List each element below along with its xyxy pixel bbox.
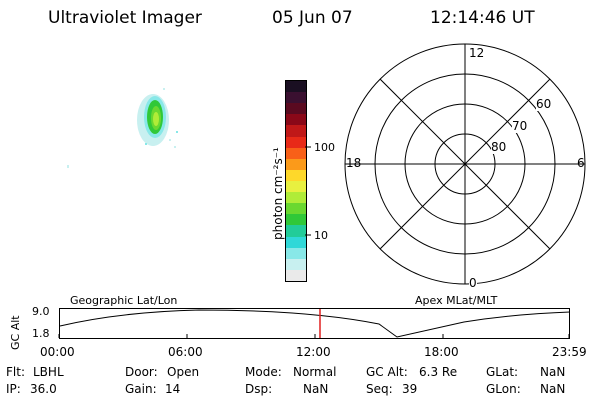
colorbar-segment [286, 236, 306, 248]
gain-value: 14 [165, 382, 181, 396]
colorbar [285, 80, 307, 282]
colorbar-segment [286, 225, 306, 237]
colorbar-segment [286, 203, 306, 215]
colorbar-segment [286, 114, 306, 126]
timeline-ytick-9: 9.0 [32, 305, 50, 318]
timeline-xtick-0000: 00:00 [40, 345, 75, 359]
colorbar-segment [286, 103, 306, 115]
colorbar-segment [286, 81, 306, 93]
door-label: Door: [125, 365, 158, 379]
glon-label: GLon: [486, 382, 521, 396]
colorbar-segment [286, 147, 306, 159]
timeline-plot [58, 308, 571, 339]
colorbar-tick-100: 100 [314, 141, 335, 154]
polar-ring-label-70: 70 [512, 119, 528, 133]
colorbar-segment [286, 214, 306, 226]
mode-value: Normal [293, 365, 337, 379]
dsp-value: NaN [303, 382, 329, 396]
gcalt-label: GC Alt: [366, 365, 408, 379]
dsp-label: Dsp: [245, 382, 273, 396]
colorbar-unit-label: photon cm⁻²s⁻¹ [271, 147, 285, 240]
seq-label: Seq: [366, 382, 393, 396]
timeline-ytick-1-8: 1.8 [32, 327, 50, 340]
polar-grid [344, 43, 586, 285]
image-time: 12:14:46 UT [430, 8, 535, 28]
polar-label-12: 12 [469, 46, 485, 60]
gcalt-value: 6.3 Re [419, 365, 458, 379]
image-date: 05 Jun 07 [272, 8, 353, 28]
colorbar-segment [286, 269, 306, 281]
colorbar-segment [286, 180, 306, 193]
app-title: Ultraviolet Imager [48, 8, 202, 28]
mode-label: Mode: [245, 365, 282, 379]
timeline-ylabel: GC Alt [9, 315, 22, 350]
polar-label-6: 6 [577, 156, 585, 170]
flt-value: LBHL [33, 365, 64, 379]
colorbar-segment [286, 258, 306, 270]
colorbar-segment [286, 192, 306, 204]
colorbar-segment [286, 158, 306, 170]
timeline-xtick-2359: 23:59 [552, 345, 587, 359]
polar-ring-label-80: 80 [491, 140, 507, 154]
gain-label: Gain: [125, 382, 157, 396]
timeline-xtick-1800: 18:00 [424, 345, 459, 359]
colorbar-tick-10: 10 [314, 229, 328, 242]
timeline-frame [59, 308, 570, 339]
timeline-left-title: Geographic Lat/Lon [70, 294, 178, 307]
colorbar-segment [286, 247, 306, 259]
polar-ring-label-60: 60 [536, 97, 552, 111]
colorbar-segment [286, 92, 306, 104]
timeline-right-title: Apex MLat/MLT [415, 294, 498, 307]
colorbar-segment [286, 125, 306, 137]
seq-value: 39 [402, 382, 418, 396]
colorbar-segment [286, 136, 306, 148]
ip-value: 36.0 [30, 382, 57, 396]
timeline-xtick-0600: 06:00 [168, 345, 203, 359]
glat-value: NaN [540, 365, 566, 379]
polar-label-0: 0 [469, 276, 477, 290]
timeline-xtick-1200: 12:00 [296, 345, 331, 359]
glon-value: NaN [540, 382, 566, 396]
colorbar-tick-marks [305, 146, 311, 236]
polar-label-18: 18 [346, 156, 362, 170]
polar-diagonal-2 [379, 78, 551, 250]
colorbar-segment [286, 169, 306, 181]
aurora-emission [67, 88, 178, 168]
timeline-altitude-curve [59, 309, 571, 338]
glat-label: GLat: [486, 365, 519, 379]
uv-image-panel [67, 88, 178, 168]
ip-label: IP: [6, 382, 21, 396]
flt-label: Flt: [6, 365, 25, 379]
door-value: Open [167, 365, 200, 379]
